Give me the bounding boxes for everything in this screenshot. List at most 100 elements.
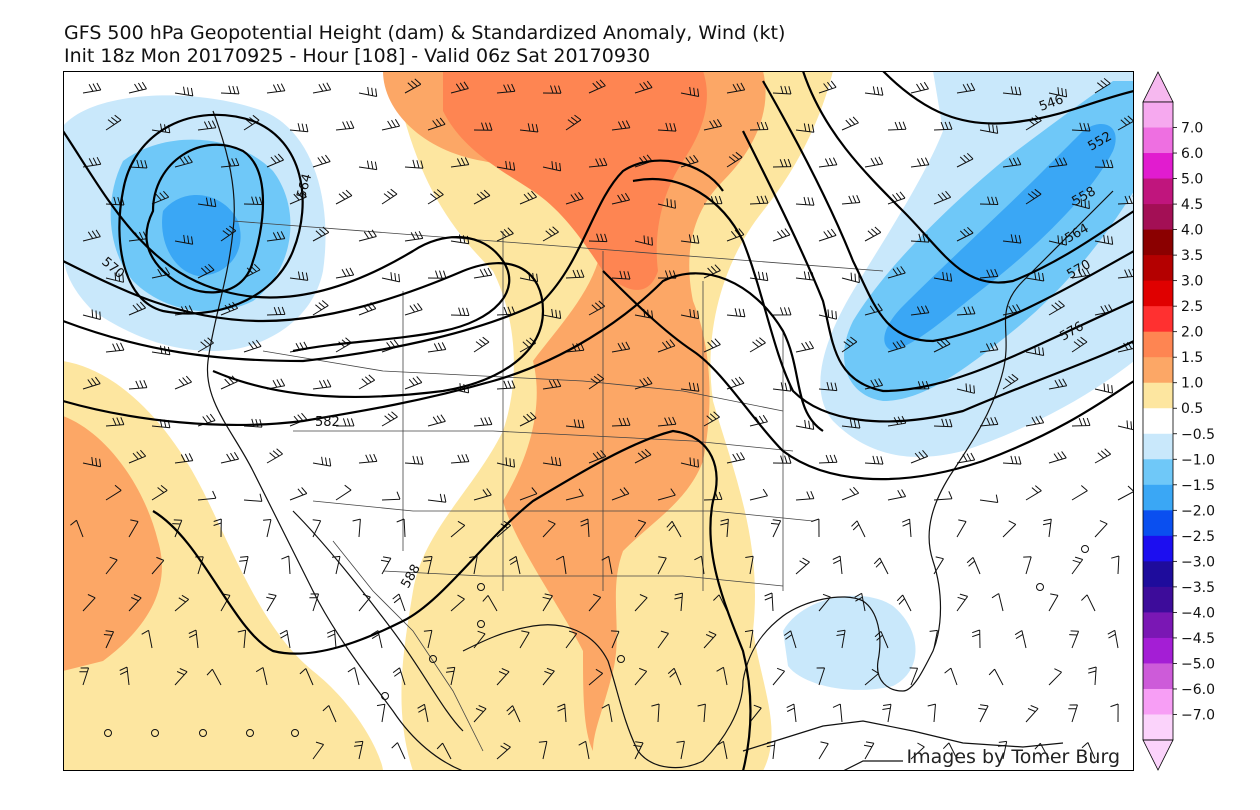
wind-barb bbox=[312, 741, 325, 760]
wind-barb bbox=[358, 229, 377, 242]
wind-barb bbox=[634, 235, 653, 246]
wind-barb bbox=[657, 122, 677, 132]
wind-barb bbox=[82, 309, 101, 320]
wind-barb bbox=[634, 667, 648, 686]
wind-barb bbox=[174, 234, 194, 245]
wind-barb bbox=[220, 85, 240, 95]
colorbar-band bbox=[1143, 102, 1173, 129]
wind-barb bbox=[243, 339, 262, 353]
wind-barb bbox=[556, 555, 567, 575]
wind-barb bbox=[1048, 668, 1062, 686]
wind-barb bbox=[82, 594, 96, 612]
wind-barb bbox=[1094, 383, 1113, 394]
wind-barb bbox=[519, 630, 530, 649]
wind-barb bbox=[588, 593, 602, 612]
wind-barb bbox=[427, 342, 447, 353]
wind-barb bbox=[764, 592, 774, 612]
colorbar-tick-label: 6.0 bbox=[1181, 146, 1203, 162]
wind-barb bbox=[749, 704, 762, 723]
wind-barb bbox=[910, 305, 930, 316]
colorbar-band bbox=[1143, 280, 1173, 307]
wind-barb bbox=[1014, 630, 1027, 649]
colorbar-tick-label: 1.0 bbox=[1181, 376, 1203, 392]
wind-barb bbox=[772, 307, 792, 316]
wind-barb bbox=[720, 518, 729, 538]
colorbar-tick-label: −5.0 bbox=[1181, 656, 1215, 672]
wind-barb bbox=[674, 592, 683, 612]
northwest-low-core bbox=[162, 194, 241, 276]
wind-barb bbox=[818, 381, 838, 392]
colorbar: 7.0 6.0 5.0 4.5 4.0 3.5 3.0 2.5 2.0 1.5 1.0 0.5 −0.5… bbox=[1142, 71, 1215, 771]
west-pacific-warm-core bbox=[63, 416, 162, 671]
wind-barb bbox=[770, 519, 782, 538]
wind-barb bbox=[473, 189, 491, 205]
wind-barb bbox=[933, 338, 951, 353]
wind-barb bbox=[749, 121, 769, 131]
wind-barb bbox=[105, 484, 122, 501]
wind-barb bbox=[1002, 304, 1022, 316]
wind-barb bbox=[1048, 378, 1068, 390]
wind-barb bbox=[836, 629, 846, 649]
wind-barb bbox=[726, 82, 746, 94]
contour-588 bbox=[152, 429, 752, 771]
wind-barb bbox=[473, 267, 493, 279]
wind-barb bbox=[634, 448, 652, 464]
colorbar-tick-label: 2.5 bbox=[1181, 299, 1203, 315]
wind-barb bbox=[818, 228, 837, 242]
colorbar-tick-label: 3.0 bbox=[1181, 274, 1203, 290]
wind-barb bbox=[243, 493, 263, 502]
wind-barb bbox=[128, 380, 148, 390]
wind-barb bbox=[1071, 485, 1088, 501]
wind-barb bbox=[841, 419, 861, 429]
wind-barb bbox=[1025, 705, 1039, 723]
wind-barb bbox=[312, 379, 332, 390]
wind-barb bbox=[634, 154, 653, 168]
wind-barb bbox=[347, 667, 360, 686]
wind-barb bbox=[450, 157, 470, 168]
wind-barb bbox=[326, 629, 337, 649]
wind-barb bbox=[565, 192, 584, 205]
wind-barb bbox=[634, 594, 648, 612]
wind-barb bbox=[772, 455, 792, 464]
wind-barb bbox=[565, 269, 585, 279]
wind-barb bbox=[542, 379, 562, 390]
wind-barb bbox=[1071, 198, 1090, 210]
wind-barb bbox=[312, 456, 332, 467]
wind-barb bbox=[358, 160, 378, 171]
wind-barb bbox=[1002, 157, 1022, 168]
contour-546 bbox=[882, 71, 1134, 125]
wind-barb bbox=[1023, 556, 1032, 575]
wind-barb bbox=[128, 81, 147, 94]
wind-barb bbox=[818, 593, 831, 612]
wind-barb bbox=[380, 556, 392, 575]
wind-barb bbox=[381, 411, 398, 427]
wind-barb bbox=[1002, 520, 1017, 538]
wind-barb bbox=[580, 518, 590, 538]
wind-barb bbox=[1081, 594, 1096, 612]
wind-barb bbox=[1110, 703, 1119, 723]
wind-barb bbox=[910, 449, 929, 464]
wind-barb bbox=[381, 119, 401, 131]
wind-barb bbox=[151, 190, 170, 205]
wind-barb bbox=[381, 188, 398, 205]
wind-barb bbox=[213, 518, 222, 538]
wind-barb bbox=[105, 114, 122, 131]
wind-barb bbox=[1111, 555, 1120, 575]
wind-barb bbox=[404, 376, 423, 390]
wind-barb bbox=[956, 306, 976, 316]
colorbar-band bbox=[1143, 306, 1173, 333]
wind-barb bbox=[289, 123, 309, 133]
wind-barb bbox=[496, 457, 515, 468]
wind-barb bbox=[128, 159, 148, 169]
wind-barb bbox=[956, 152, 974, 168]
wind-barb bbox=[450, 520, 466, 538]
map-frame bbox=[63, 71, 1134, 771]
wind-barb bbox=[358, 593, 371, 612]
colorbar-band bbox=[1143, 688, 1173, 715]
wind-barb bbox=[896, 594, 912, 612]
colorbar-tick-label: −1.0 bbox=[1181, 452, 1215, 468]
wind-barb bbox=[927, 703, 936, 723]
wind-barb bbox=[427, 270, 447, 279]
wind-barb bbox=[358, 374, 376, 390]
wind-barb bbox=[82, 457, 102, 468]
